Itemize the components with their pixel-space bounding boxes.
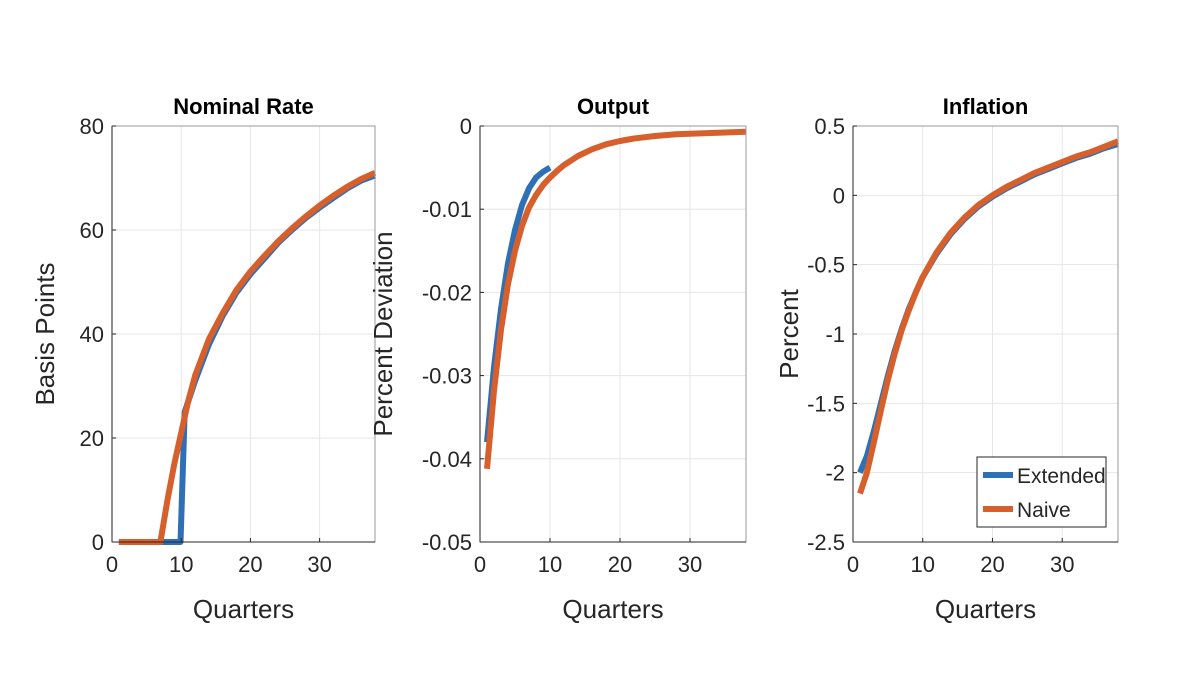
inflation-y-tick-label: 0.5 [814,114,845,139]
output-x-tick-label: 30 [678,552,702,577]
nominal-rate-x-tick-label: 0 [106,552,118,577]
nominal-rate-y-tick-label: 40 [80,322,104,347]
inflation-y-tick-label: -1 [825,322,845,347]
inflation-x-tick-label: 20 [980,552,1004,577]
output-y-axis-label: Percent Deviation [368,231,398,436]
inflation-title: Inflation [943,94,1029,119]
output-y-tick-label: -0.05 [422,530,472,555]
inflation-x-tick-label: 30 [1050,552,1074,577]
output-x-tick-label: 10 [538,552,562,577]
nominal-rate-x-tick-label: 10 [169,552,193,577]
legend-label-extended: Extended [1017,465,1106,488]
inflation-x-tick-label: 0 [847,552,859,577]
output-y-tick-label: 0 [460,114,472,139]
inflation-x-axis-label: Quarters [935,594,1036,624]
inflation-y-axis-label: Percent [774,288,804,378]
inflation-series-naive [857,138,1120,495]
output-y-tick-label: -0.01 [422,197,472,222]
inflation-y-tick-label: -2 [825,461,845,486]
legend-label-naive: Naive [1017,499,1071,522]
nominal-rate-y-tick-label: 80 [80,114,104,139]
legend-box [976,456,1107,528]
nominal-rate-y-tick-label: 60 [80,218,104,243]
output-x-tick-label: 0 [474,552,486,577]
nominal-rate-panel: 0 10 20 30 0 20 40 60 80 Nominal Rate Quarters Basi… [30,94,377,624]
inflation-y-tick-label: 0 [833,183,845,208]
nominal-rate-x-axis-label: Quarters [193,594,294,624]
nominal-rate-y-tick-label: 20 [80,426,104,451]
legend: Extended Naive [976,456,1107,528]
nominal-rate-x-tick-label: 20 [238,552,262,577]
inflation-panel: 0 10 20 30 -2.5 -2 -1.5 -1 -0.5 0 0.5 Inflation Quar… [774,94,1120,624]
output-title: Output [577,94,650,119]
inflation-x-tick-label: 10 [910,552,934,577]
nominal-rate-x-tick-label: 30 [307,552,331,577]
output-panel: 0 10 20 30 -0.05 -0.04 -0.03 -0.02 -0.01 0 Output Q… [368,94,747,624]
output-y-tick-label: -0.03 [422,364,472,389]
nominal-rate-y-axis-label: Basis Points [30,262,60,405]
inflation-y-tick-label: -0.5 [807,253,845,278]
output-x-axis-label: Quarters [562,594,663,624]
output-y-tick-label: -0.04 [422,447,472,472]
output-x-tick-label: 20 [608,552,632,577]
nominal-rate-title: Nominal Rate [173,94,314,119]
nominal-rate-y-tick-label: 0 [92,530,104,555]
inflation-y-tick-label: -2.5 [807,530,845,555]
inflation-y-tick-label: -1.5 [807,391,845,416]
output-y-tick-label: -0.02 [422,280,472,305]
output-plot-area [480,126,746,542]
output-series-naive [484,128,747,470]
